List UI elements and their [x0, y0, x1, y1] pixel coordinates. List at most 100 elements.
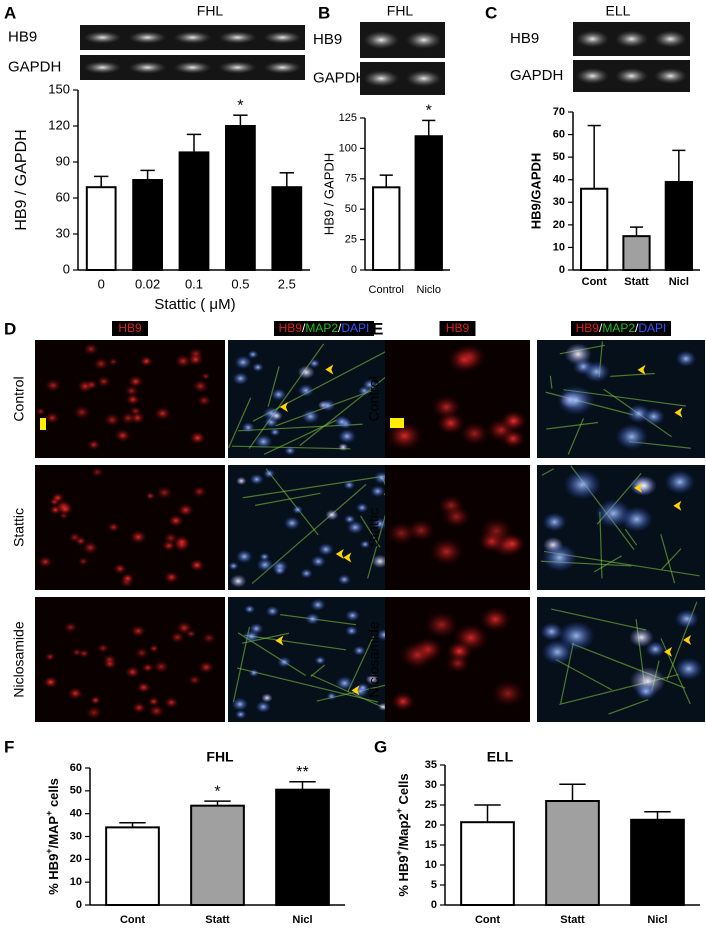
x-tick-label: 0.5: [231, 276, 249, 291]
y-axis-label-part: +: [394, 850, 404, 855]
chart-title: FHL: [387, 3, 414, 19]
row-label: Stattic: [366, 508, 382, 547]
y-tick-label: 0: [63, 261, 70, 276]
x-tick-label: Control: [369, 284, 404, 296]
cell: [147, 696, 161, 707]
x-tick-label: 0.02: [135, 276, 160, 291]
gel-band: [83, 31, 122, 44]
cell: [308, 358, 321, 369]
neurite: [610, 372, 655, 378]
channel-label: HB9: [446, 321, 470, 335]
arrowhead: [637, 364, 646, 375]
cell: [326, 692, 337, 701]
bar: [664, 180, 693, 272]
error-bar: [559, 783, 586, 801]
merge-label-part: MAP2: [602, 321, 635, 335]
cell: [153, 406, 172, 421]
gel-band: [173, 31, 212, 44]
cell: [300, 568, 313, 579]
y-axis-label-part: % HB9: [46, 854, 61, 895]
gel-label: GAPDH: [8, 58, 61, 75]
cell: [74, 536, 87, 546]
y-tick-label: 125: [339, 112, 357, 124]
cell: [542, 512, 567, 532]
row-label: Stattic: [11, 508, 27, 547]
cell: [230, 574, 247, 588]
bar: [414, 135, 443, 271]
cell: [114, 428, 132, 443]
cell: [120, 411, 137, 425]
cell: [445, 653, 471, 674]
cell: [305, 612, 321, 625]
cell: [459, 421, 490, 446]
y-tick-label: 60: [70, 762, 82, 774]
y-tick-label: 30: [425, 779, 437, 791]
cell: [35, 407, 46, 416]
cell: [103, 412, 121, 427]
x-tick-label: 2.5: [278, 276, 296, 291]
label-bg: [571, 321, 671, 336]
arrowhead: [351, 685, 360, 696]
x-tick-label: Nicl: [292, 914, 312, 926]
y-tick-label: 40: [553, 174, 565, 186]
bar: [225, 125, 256, 271]
y-tick-label: 150: [48, 81, 70, 96]
error-bar: [289, 780, 316, 790]
cell: [490, 679, 526, 708]
cell: [107, 357, 119, 367]
cell: [112, 562, 128, 575]
neurite: [551, 608, 647, 631]
cell: [541, 543, 578, 572]
gel-band: [218, 61, 257, 74]
merge-label-part: /: [302, 321, 306, 335]
cell: [136, 681, 152, 694]
x-tick-label: Statt: [624, 276, 649, 288]
gel-label: GAPDH: [313, 69, 366, 86]
neurite: [267, 366, 280, 407]
error-bar: [644, 811, 671, 820]
cell: [270, 388, 287, 401]
gel-band: [263, 61, 302, 74]
error-bar: [186, 133, 202, 153]
bar: [580, 187, 609, 271]
merge-label-part: HB9: [279, 321, 303, 335]
y-tick-label: 15: [425, 839, 437, 851]
cell: [317, 543, 334, 556]
cell: [249, 473, 264, 485]
cell: [228, 561, 239, 571]
arrowhead: [674, 407, 683, 418]
y-axis-label: % HB9+/Map2+ Cells: [394, 773, 411, 896]
bar: [622, 235, 651, 271]
cell: [191, 379, 210, 394]
x-tick-label: Niclo: [417, 284, 441, 296]
cell: [200, 372, 211, 381]
cell: [125, 393, 141, 406]
cell: [163, 696, 179, 709]
cell: [185, 629, 197, 639]
micrograph: [35, 597, 225, 722]
bar: [271, 186, 303, 271]
neurite: [310, 664, 326, 677]
cell: [447, 346, 482, 374]
cell: [631, 475, 657, 496]
cell: [67, 686, 84, 700]
bar: [178, 151, 210, 271]
row-label: Control: [11, 376, 27, 421]
cell: [131, 701, 147, 714]
cell: [301, 409, 320, 424]
cell: [674, 609, 699, 629]
y-tick-label: 30: [70, 830, 82, 842]
cell: [310, 555, 326, 568]
cell: [265, 605, 280, 617]
gel-band: [654, 68, 687, 84]
y-axis-label-part: +: [44, 811, 54, 816]
cell: [261, 693, 273, 703]
cell: [196, 394, 212, 407]
cell: [269, 427, 281, 437]
cell: [352, 645, 366, 656]
gel-label: HB9: [313, 31, 342, 48]
cell: [82, 342, 99, 356]
cell: [174, 354, 192, 369]
cell: [44, 652, 56, 662]
